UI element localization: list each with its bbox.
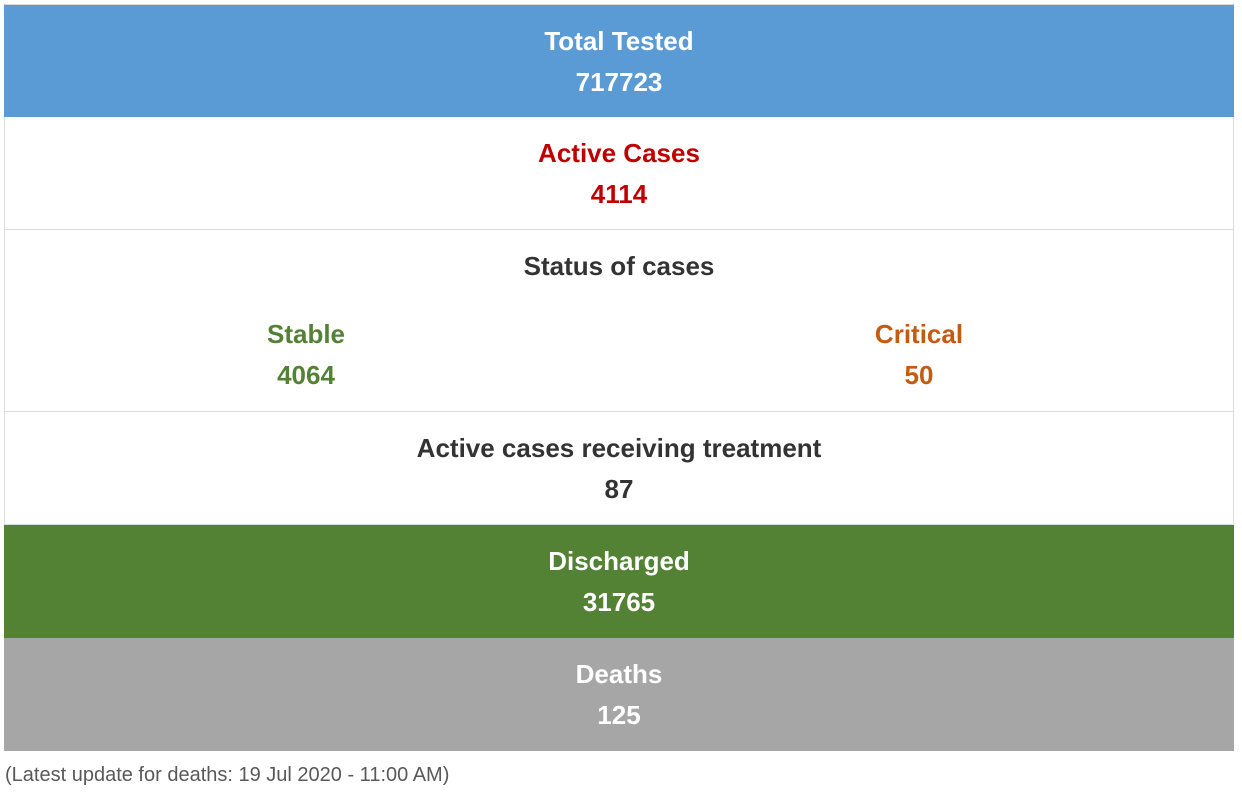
discharged-label: Discharged — [548, 546, 690, 576]
status-of-cases-row: Status of cases Stable 4064 Critical 50 — [4, 230, 1234, 412]
stable-value: 4064 — [277, 360, 335, 390]
deaths-label: Deaths — [575, 659, 663, 689]
status-breakdown: Stable 4064 Critical 50 — [5, 314, 1233, 414]
total-tested-row: Total Tested 717723 — [4, 4, 1234, 117]
active-cases-row: Active Cases 4114 — [4, 117, 1234, 230]
status-of-cases-title: Status of cases — [523, 251, 715, 281]
total-tested-value: 717723 — [575, 67, 663, 97]
critical-label: Critical — [874, 319, 964, 349]
deaths-row: Deaths 125 — [4, 638, 1234, 751]
treatment-row: Active cases receiving treatment 87 — [4, 412, 1234, 525]
total-tested-label: Total Tested — [544, 26, 694, 56]
active-cases-value: 4114 — [590, 179, 648, 209]
stable-cell: Stable 4064 — [156, 314, 456, 396]
deaths-value: 125 — [597, 700, 641, 730]
critical-value: 50 — [904, 360, 934, 390]
critical-cell: Critical 50 — [769, 314, 1069, 396]
discharged-row: Discharged 31765 — [4, 525, 1234, 638]
treatment-value: 87 — [604, 474, 634, 504]
stable-label: Stable — [266, 319, 346, 349]
discharged-value: 31765 — [582, 587, 656, 617]
covid-stats-table: Total Tested 717723 Active Cases 4114 St… — [4, 4, 1234, 751]
deaths-update-footnote: (Latest update for deaths: 19 Jul 2020 -… — [5, 764, 450, 786]
treatment-label: Active cases receiving treatment — [416, 433, 822, 463]
active-cases-label: Active Cases — [538, 138, 700, 168]
